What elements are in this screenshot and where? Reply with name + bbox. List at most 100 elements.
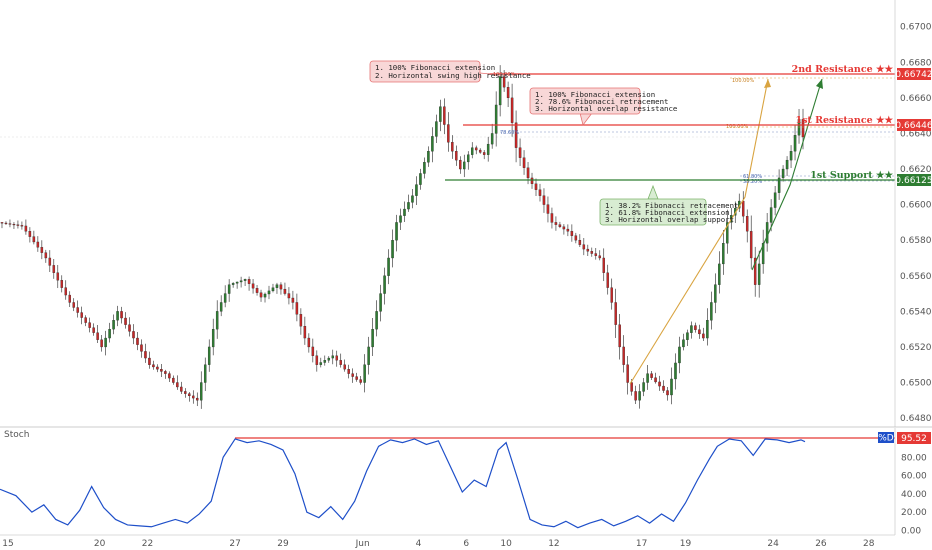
candle	[634, 385, 637, 404]
candle	[435, 114, 438, 144]
annotation-note-2-line-3: 3. Horizontal overlap resistance	[535, 104, 678, 113]
candle	[439, 99, 442, 132]
time-tick-label: 27	[229, 539, 240, 549]
candle	[718, 251, 721, 294]
time-tick-label: 19	[680, 539, 692, 549]
candle	[44, 249, 48, 263]
candle	[777, 169, 781, 200]
stochastic-pane[interactable]: Stoch 0.00 20.00 40.00 60.00 80.00 %D 95.52	[0, 428, 931, 536]
candle	[550, 207, 554, 229]
annotation-note-2-line-2: 2. 78.6% Fibonacci retracement	[535, 97, 669, 106]
candle	[789, 145, 793, 168]
candle	[638, 384, 641, 409]
candle	[546, 196, 550, 223]
candle	[773, 186, 777, 216]
candle	[415, 176, 418, 205]
candle	[24, 219, 28, 235]
candle	[662, 380, 665, 393]
candle	[761, 229, 765, 274]
candle	[423, 157, 426, 179]
candle	[447, 112, 450, 152]
candle	[482, 150, 486, 160]
candle	[459, 156, 462, 174]
candle	[156, 364, 159, 373]
candle	[614, 288, 617, 338]
candle	[534, 178, 538, 197]
candle	[307, 333, 311, 353]
candle	[263, 292, 267, 303]
candle	[399, 208, 402, 230]
candle	[287, 287, 291, 305]
candle	[562, 224, 566, 235]
candle	[427, 146, 430, 167]
candle	[558, 221, 562, 229]
candle	[120, 306, 123, 324]
candle	[670, 367, 673, 405]
candle	[574, 232, 578, 244]
candle	[698, 324, 701, 339]
candle	[474, 145, 478, 155]
time-tick-label: 24	[767, 539, 779, 549]
level-label-1st-support: 1st Support ★★	[810, 170, 893, 181]
candle	[658, 375, 661, 391]
candlestick-series	[0, 65, 805, 409]
candle	[124, 312, 127, 329]
candle	[36, 236, 40, 252]
candle	[60, 275, 64, 293]
candle	[160, 364, 163, 377]
stoch-value-tag	[897, 432, 931, 444]
candle	[642, 378, 645, 397]
candle	[172, 375, 175, 385]
candle	[395, 214, 398, 252]
candle	[68, 291, 71, 308]
candle	[188, 392, 191, 402]
candle	[104, 330, 107, 356]
candle	[757, 250, 761, 298]
time-tick-label: Jun	[355, 539, 370, 549]
candle	[650, 371, 653, 381]
level-tag-1st-support	[897, 174, 931, 186]
candle	[100, 335, 103, 352]
candle	[203, 357, 207, 391]
candle	[184, 388, 187, 398]
annotation-notes[interactable]: 1. 100% Fibonacci extension 2. Horizonta…	[369, 60, 739, 226]
candle	[367, 336, 370, 375]
candle	[259, 289, 263, 302]
candle	[570, 224, 574, 242]
candle	[112, 314, 115, 335]
candle	[749, 215, 753, 269]
candle	[654, 372, 657, 384]
candle	[64, 280, 68, 300]
level-tag-2nd-resistance-text: 0.66742	[895, 70, 932, 80]
candle	[52, 258, 56, 279]
candle	[443, 98, 446, 135]
candle	[686, 329, 689, 346]
candle	[227, 279, 231, 302]
candle	[590, 247, 594, 257]
candle	[295, 293, 299, 322]
candle	[275, 282, 279, 294]
time-tick-label: 26	[815, 539, 827, 549]
candle	[610, 278, 613, 310]
candle	[586, 244, 590, 256]
candle	[781, 165, 785, 182]
candle	[375, 300, 378, 337]
candle	[351, 368, 354, 383]
candle	[331, 349, 335, 365]
candle	[128, 317, 131, 337]
annotation-note-3	[599, 198, 707, 226]
time-axis[interactable]: 15 20 22 27 29 Jun 4 6 10 12 17 19 24 26 28	[2, 539, 875, 549]
candle	[391, 229, 394, 268]
candle	[207, 339, 211, 372]
candle	[347, 364, 350, 379]
candle	[323, 355, 327, 366]
candle	[291, 290, 295, 310]
fib-projection-1	[629, 78, 769, 385]
candle	[674, 353, 677, 390]
